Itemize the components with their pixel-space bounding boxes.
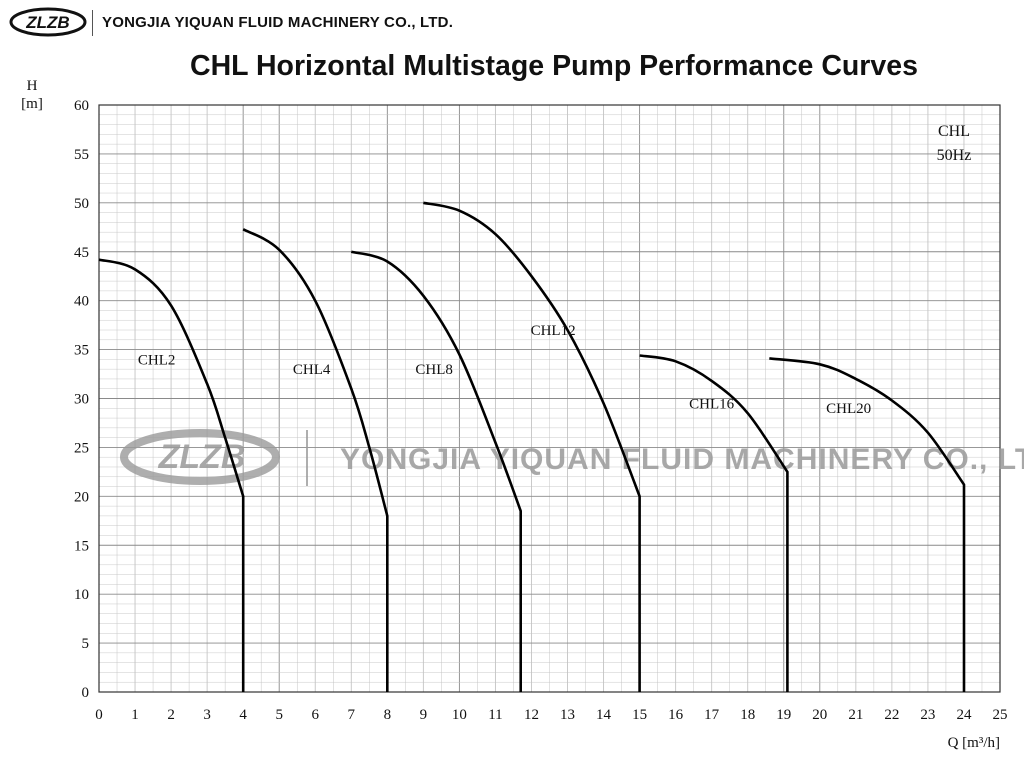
x-tick-label: 20 [812,707,827,723]
x-tick-label: 13 [560,707,575,723]
y-tick-label: 25 [74,440,89,456]
watermark: ZLZB YONGJIA YIQUAN FLUID MACHINERY CO.,… [120,429,1024,486]
x-tick-label: 7 [348,707,356,723]
x-tick-label: 18 [740,707,755,723]
series-label-chl4: CHL4 [293,362,331,378]
header-divider [92,10,93,36]
chart-note-frequency: 50Hz [937,147,972,164]
series-label-chl16: CHL16 [689,396,735,412]
curve-chl20 [769,357,966,692]
curve-chl2 [98,258,245,692]
tick-labels: 0 1 2 3 4 5 6 7 8 9 10 11 12 13 14 15 16 17 18 19 20 21 22 23 24… [74,98,1008,723]
x-tick-label: 24 [956,707,972,723]
curves [98,201,966,692]
x-tick-label: 6 [311,707,319,723]
x-tick-label: 14 [596,707,612,723]
y-tick-label: 15 [74,538,89,554]
chart-title: CHL Horizontal Multistage Pump Performan… [190,50,918,82]
curve-chl16 [639,354,789,692]
watermark-text: YONGJIA YIQUAN FLUID MACHINERY CO., LTD. [340,443,1024,476]
y-tick-label: 0 [82,685,90,701]
chart-note-model: CHL [938,123,970,140]
series-label-chl8: CHL8 [415,362,453,378]
x-tick-label: 5 [275,707,283,723]
x-tick-label: 17 [704,707,720,723]
x-tick-label: 15 [632,707,647,723]
header: ZLZB YONGJIA YIQUAN FLUID MACHINERY CO.,… [0,0,1024,48]
curve-chl4 [242,228,389,692]
x-tick-label: 3 [203,707,211,723]
y-tick-label: 60 [74,98,89,114]
y-tick-label: 45 [74,245,89,261]
x-tick-label: 8 [384,707,392,723]
x-tick-label: 2 [167,707,175,723]
y-axis-label: H [27,78,38,94]
x-tick-label: 16 [668,707,684,723]
watermark-divider [306,430,308,486]
y-tick-label: 10 [74,587,89,603]
curve-chl8 [350,250,522,692]
x-tick-label: 12 [524,707,539,723]
y-tick-label: 55 [74,147,89,163]
company-name: YONGJIA YIQUAN FLUID MACHINERY CO., LTD. [102,14,454,31]
x-tick-label: 21 [848,707,863,723]
y-tick-label: 30 [74,392,89,408]
series-labels: CHL2 CHL4 CHL8 CHL12 CHL16 CHL20 [138,323,871,417]
x-tick-label: 4 [239,707,247,723]
logo-text: ZLZB [25,13,69,32]
x-tick-label: 22 [884,707,899,723]
series-label-chl20: CHL20 [826,401,871,417]
y-tick-label: 5 [82,636,90,652]
curve-chl12 [423,201,641,692]
x-axis-label: Q [m³/h] [948,735,1000,751]
x-tick-label: 1 [131,707,139,723]
y-axis-unit: [m] [21,96,43,112]
series-label-chl2: CHL2 [138,352,176,368]
x-tick-label: 19 [776,707,791,723]
y-tick-label: 50 [74,196,89,212]
x-tick-label: 9 [420,707,428,723]
y-tick-label: 40 [74,294,89,310]
grid [98,104,1001,693]
x-tick-label: 23 [920,707,935,723]
x-tick-label: 11 [488,707,502,723]
company-logo: ZLZB [9,7,87,37]
plot-frame [98,104,1001,693]
series-label-chl12: CHL12 [531,323,576,339]
x-tick-label: 0 [95,707,103,723]
watermark-logo-ring [120,429,280,485]
y-tick-label: 20 [74,489,89,505]
y-tick-label: 35 [74,343,89,359]
x-tick-label: 10 [452,707,467,723]
x-tick-label: 25 [993,707,1008,723]
